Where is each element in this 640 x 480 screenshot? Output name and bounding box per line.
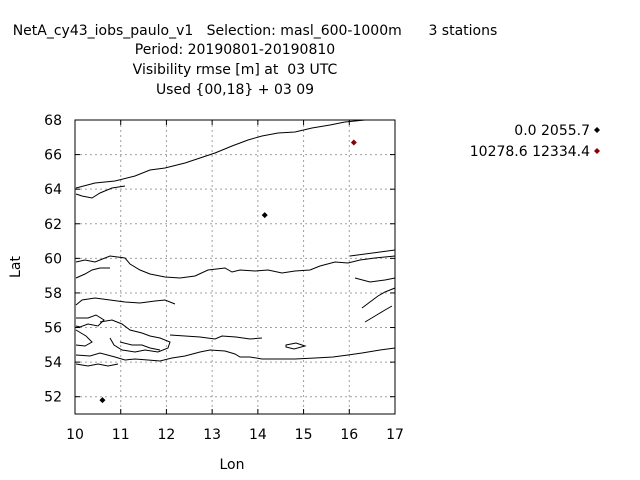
y-tick-label: 58 <box>44 286 62 302</box>
x-tick-label: 15 <box>295 427 313 443</box>
chart-title: NetA_cy43_iobs_paulo_v1 Selection: masl_… <box>13 23 498 39</box>
x-tick-label: 16 <box>340 427 358 443</box>
chart-subtitle-variable: Visibility rmse [m] at 03 UTC <box>133 62 338 78</box>
x-tick-label: 11 <box>112 427 130 443</box>
data-point-series-0 <box>99 397 106 404</box>
coastline-map <box>75 119 396 367</box>
y-tick-label: 64 <box>44 182 62 198</box>
grid-lines <box>75 120 395 414</box>
legend-marker <box>594 127 600 133</box>
legend-label: 0.0 2055.7 <box>514 123 590 139</box>
x-axis-ticks: 10 11 12 13 14 15 16 17 <box>66 120 404 443</box>
y-tick-label: 60 <box>44 251 62 267</box>
legend: 0.0 2055.7 10278.6 12334.4 <box>470 123 600 160</box>
data-point-series-0 <box>261 212 268 219</box>
x-tick-label: 14 <box>249 427 267 443</box>
x-tick-label: 12 <box>158 427 176 443</box>
x-tick-label: 10 <box>66 427 84 443</box>
chart-subtitle-used: Used {00,18} + 03 09 <box>156 82 314 98</box>
data-point-series-1 <box>350 139 357 146</box>
legend-label: 10278.6 12334.4 <box>470 144 590 160</box>
y-tick-label: 54 <box>44 355 62 371</box>
x-tick-label: 13 <box>203 427 221 443</box>
y-tick-label: 66 <box>44 148 62 164</box>
y-axis-ticks: 52 54 56 58 60 62 64 66 68 <box>44 113 395 406</box>
legend-marker <box>594 148 600 154</box>
y-tick-label: 56 <box>44 321 62 337</box>
x-tick-label: 17 <box>386 427 404 443</box>
y-tick-label: 68 <box>44 113 62 129</box>
y-axis-label: Lat <box>8 256 24 278</box>
plot-frame <box>74 119 396 415</box>
x-axis-label: Lon <box>220 457 245 473</box>
chart-subtitle-period: Period: 20190801-20190810 <box>135 42 335 58</box>
y-tick-label: 62 <box>44 217 62 233</box>
station-markers <box>99 139 357 404</box>
y-tick-label: 52 <box>44 390 62 406</box>
